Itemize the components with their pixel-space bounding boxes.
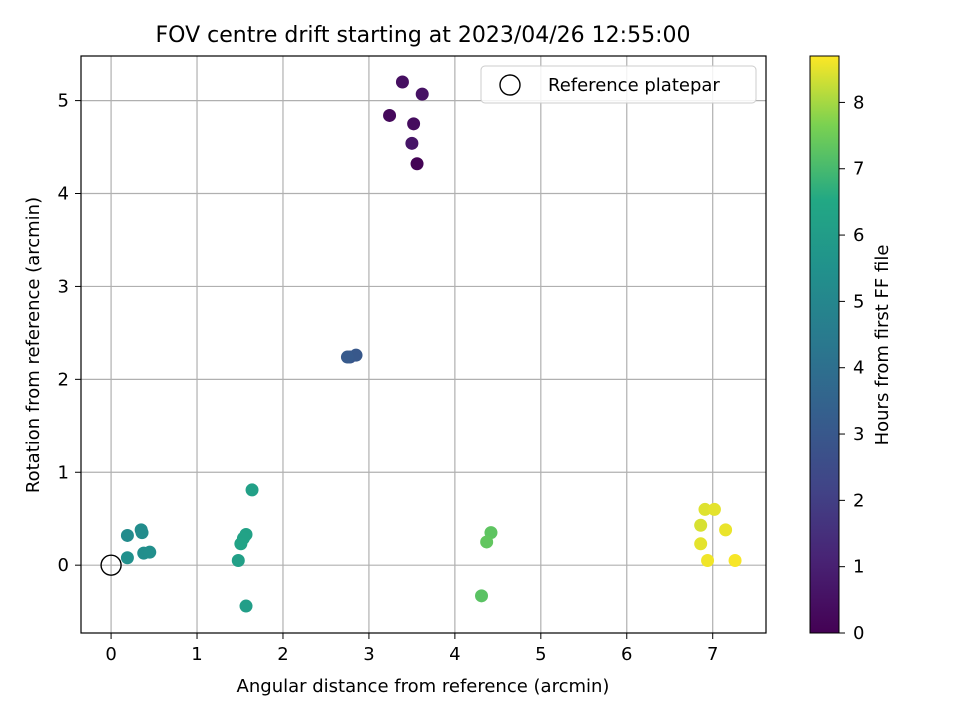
x-tick-label: 3	[363, 644, 374, 665]
x-tick-label: 6	[621, 644, 632, 665]
data-point	[120, 551, 134, 565]
data-point	[694, 537, 708, 551]
y-tick-label: 0	[58, 555, 69, 576]
colorbar-tick-label: 7	[853, 159, 864, 180]
y-axis-label: Rotation from reference (arcmin)	[23, 197, 44, 493]
data-point	[480, 535, 494, 549]
x-tick-label: 7	[707, 644, 718, 665]
data-point	[231, 554, 245, 568]
data-points	[120, 75, 742, 613]
data-point	[707, 502, 721, 516]
grid-lines	[81, 56, 766, 633]
data-point	[383, 108, 397, 122]
colorbar-tick-label: 4	[853, 358, 864, 379]
y-tick-label: 4	[58, 184, 69, 205]
colorbar-tick-label: 3	[853, 424, 864, 445]
legend-reference-label: Reference platepar	[548, 75, 720, 96]
x-tick-label: 2	[277, 644, 288, 665]
x-tick-label: 4	[449, 644, 460, 665]
colorbar-label: Hours from first FF file	[872, 245, 893, 446]
legend-box	[480, 65, 757, 104]
data-point	[245, 483, 259, 497]
data-point	[728, 554, 742, 568]
data-point	[135, 526, 149, 540]
data-point	[694, 518, 708, 532]
colorbar-tick-label: 8	[853, 92, 864, 113]
colorbar	[809, 55, 840, 634]
data-point	[719, 523, 733, 537]
colorbar-tick-label: 1	[853, 557, 864, 578]
data-point	[234, 537, 248, 551]
x-axis-label: Angular distance from reference (arcmin)	[237, 676, 610, 697]
reference-marker	[100, 554, 122, 576]
data-point	[405, 136, 419, 150]
x-tick-label: 5	[535, 644, 546, 665]
y-tick-label: 2	[58, 369, 69, 390]
colorbar-ticks: 0 1 2 3 4 5 6 7 8	[839, 92, 864, 644]
data-point	[407, 117, 421, 131]
y-tick-label: 3	[58, 276, 69, 297]
legend-reference-marker	[499, 74, 521, 96]
data-point	[239, 599, 253, 613]
data-point	[340, 350, 354, 364]
data-point	[475, 589, 489, 603]
y-tick-label: 1	[58, 462, 69, 483]
chart-title: FOV centre drift starting at 2023/04/26 …	[156, 23, 691, 48]
colorbar-tick-label: 2	[853, 490, 864, 511]
colorbar-tick-label: 0	[853, 623, 864, 644]
reference-marker-group	[100, 554, 122, 576]
colorbar-tick-label: 6	[853, 225, 864, 246]
axis-ticks: 0 1 2 3 4 5 6 7 0 1 2 3 4 5	[58, 91, 719, 665]
data-point	[395, 75, 409, 89]
data-point	[698, 502, 712, 516]
plot-frame	[80, 55, 767, 634]
data-point	[701, 554, 715, 568]
data-point	[120, 528, 134, 542]
data-point	[415, 87, 429, 101]
data-point	[410, 157, 424, 171]
colorbar-tick-label: 5	[853, 291, 864, 312]
legend: Reference platepar	[480, 65, 757, 104]
x-tick-label: 1	[191, 644, 202, 665]
y-tick-label: 5	[58, 91, 69, 112]
data-point	[143, 545, 157, 559]
x-tick-label: 0	[105, 644, 116, 665]
